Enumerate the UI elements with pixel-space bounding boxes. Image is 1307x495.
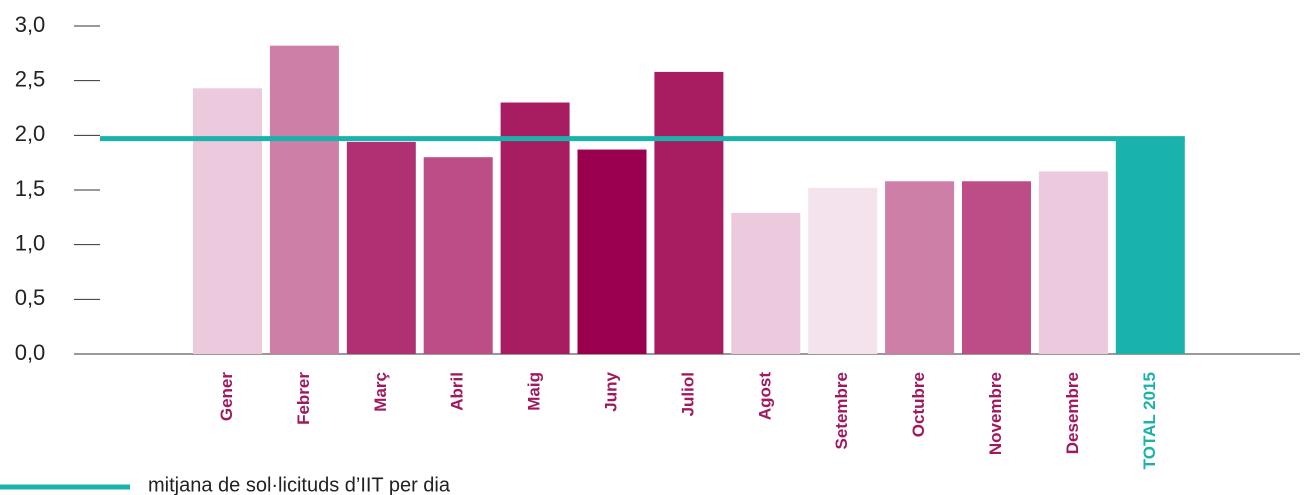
x-tick-label: Abril — [448, 372, 467, 411]
bar — [731, 212, 801, 354]
bar — [577, 149, 647, 354]
x-tick-label: Agost — [755, 372, 774, 421]
y-tick-label: 1,0 — [15, 230, 46, 255]
bar — [962, 181, 1031, 354]
x-tick-label: Octubre — [909, 372, 928, 437]
x-tick-label: Maig — [525, 372, 544, 411]
bar — [193, 88, 262, 354]
x-tick-label: TOTAL 2015 — [1140, 372, 1159, 469]
y-tick-label: 0,0 — [15, 340, 46, 365]
x-tick-label: Setembre — [832, 372, 851, 449]
bar — [1038, 171, 1108, 354]
bar — [654, 71, 724, 355]
x-tick-label: Gener — [217, 372, 236, 422]
bar — [423, 157, 493, 354]
x-tick-label: Desembre — [1063, 372, 1082, 454]
x-tick-label: Febrer — [294, 372, 313, 425]
legend-label: mitjana de sol·licituds d’IIT per dia — [148, 474, 451, 495]
bar — [1115, 138, 1185, 354]
y-tick-label: 1,5 — [15, 176, 46, 201]
bar — [269, 45, 339, 355]
y-tick-label: 0,5 — [15, 285, 46, 310]
x-tick-label: Març — [371, 372, 390, 412]
y-tick-label: 2,0 — [15, 121, 46, 146]
bar — [808, 187, 878, 354]
bar — [885, 181, 955, 354]
x-tick-label: Juny — [601, 371, 620, 411]
y-tick-label: 3,0 — [15, 12, 46, 37]
y-tick-label: 2,5 — [15, 66, 46, 91]
x-tick-label: Novembre — [986, 372, 1005, 455]
bar — [500, 102, 570, 355]
bar — [346, 141, 416, 354]
x-tick-label: Juliol — [678, 372, 697, 416]
